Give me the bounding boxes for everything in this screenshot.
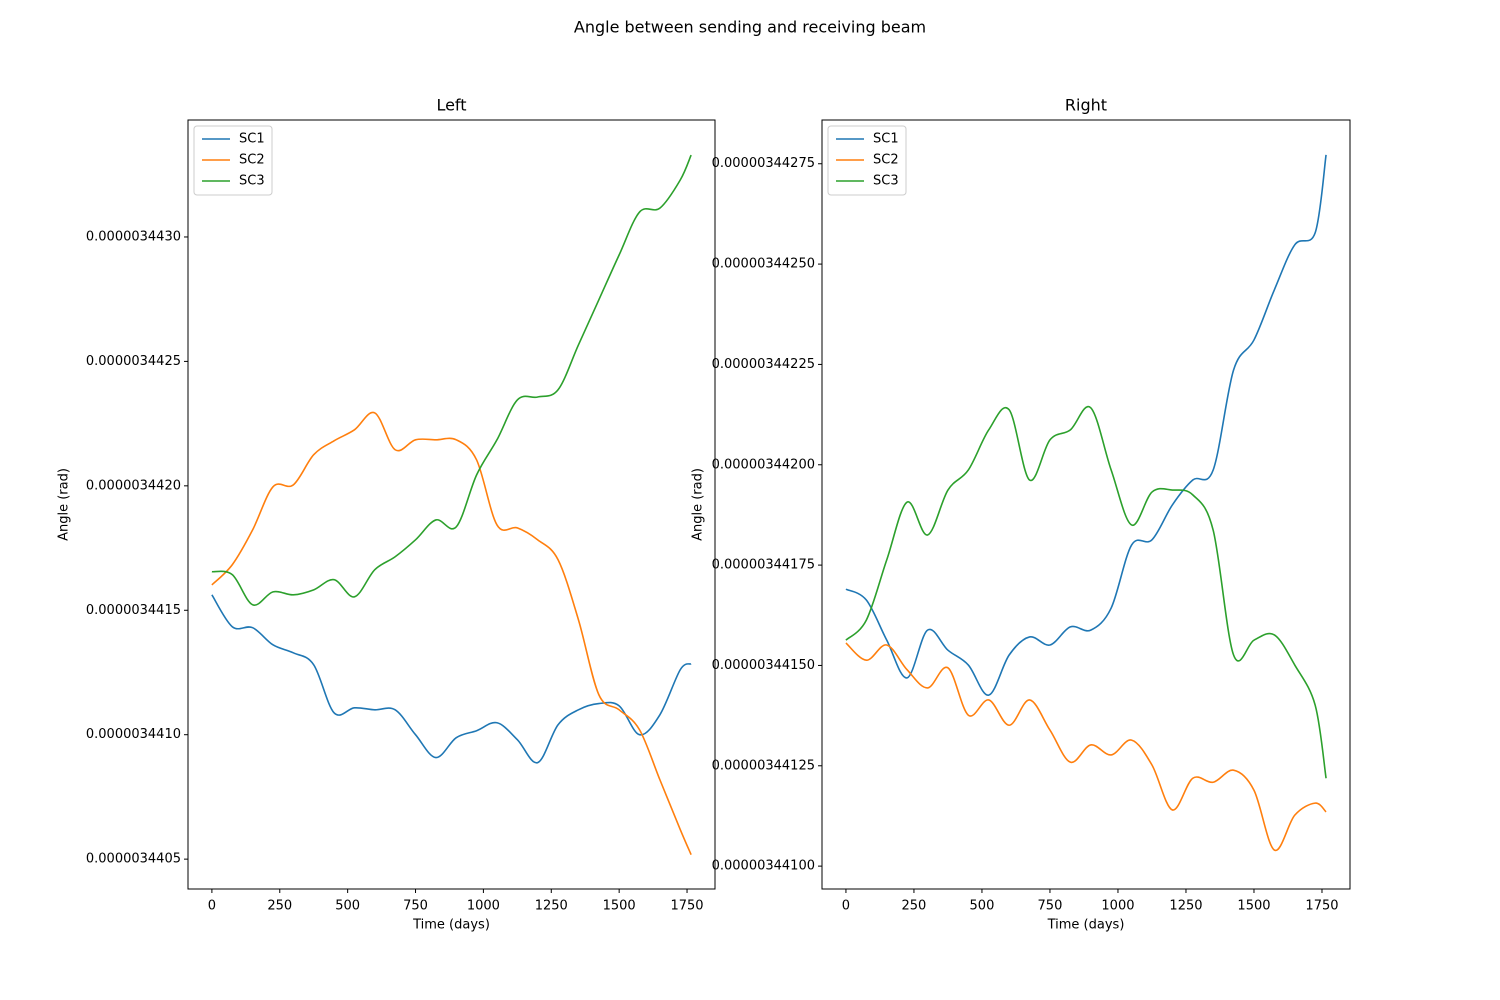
y-tick-label: 0.0000034430 <box>86 229 181 244</box>
x-tick-label: 1000 <box>467 899 500 914</box>
y-tick-label: 0.0000034415 <box>86 603 181 618</box>
x-axis-label: Time (days) <box>1047 918 1125 933</box>
series-line <box>845 642 1327 851</box>
legend-label: SC2 <box>873 153 899 168</box>
x-tick-label: 750 <box>403 899 428 914</box>
axes-title: Right <box>1065 96 1107 115</box>
legend-box <box>827 125 907 196</box>
y-axis-label: Angle (rad) <box>691 468 706 541</box>
x-tick-label: 1000 <box>1101 899 1134 914</box>
x-tick-label: 1250 <box>1169 899 1202 914</box>
axes-frame <box>821 119 1351 890</box>
y-tick-label: 0.0000034410 <box>86 727 181 742</box>
x-tick-label: 1750 <box>1305 899 1338 914</box>
legend-label: SC3 <box>239 174 265 189</box>
x-tick-label: 1500 <box>1237 899 1270 914</box>
x-tick-label: 0 <box>842 899 850 914</box>
series-line <box>211 594 692 764</box>
legend-label: SC2 <box>239 153 265 168</box>
series-line <box>211 411 692 855</box>
x-tick-label: 1750 <box>670 899 703 914</box>
x-tick-label: 750 <box>1038 899 1063 914</box>
series-line <box>845 405 1327 779</box>
legend-label: SC1 <box>239 132 265 147</box>
y-tick-label: 0.00000344175 <box>712 558 815 573</box>
series-line <box>211 154 692 606</box>
x-tick-label: 1250 <box>535 899 568 914</box>
y-tick-label: 0.0000034420 <box>86 478 181 493</box>
legend-label: SC3 <box>873 174 899 189</box>
axes-title: Left <box>436 96 466 115</box>
x-tick-label: 1500 <box>603 899 636 914</box>
y-tick-label: 0.00000344275 <box>712 156 815 171</box>
x-tick-label: 250 <box>267 899 292 914</box>
y-tick-label: 0.00000344200 <box>712 457 815 472</box>
x-tick-label: 500 <box>970 899 995 914</box>
figure-title: Angle between sending and receiving beam <box>574 18 926 37</box>
series-line <box>845 154 1327 696</box>
axes-frame <box>187 119 716 890</box>
y-tick-label: 0.00000344225 <box>712 357 815 372</box>
y-tick-label: 0.00000344100 <box>712 859 815 874</box>
y-tick-label: 0.0000034405 <box>86 852 181 867</box>
legend-label: SC1 <box>873 132 899 147</box>
x-tick-label: 500 <box>335 899 360 914</box>
y-axis-label: Angle (rad) <box>57 468 72 541</box>
y-tick-label: 0.00000344150 <box>712 658 815 673</box>
y-tick-label: 0.00000344125 <box>712 758 815 773</box>
x-tick-label: 250 <box>902 899 927 914</box>
y-tick-label: 0.00000344250 <box>712 257 815 272</box>
y-tick-label: 0.0000034425 <box>86 354 181 369</box>
x-tick-label: 0 <box>208 899 216 914</box>
legend-box <box>193 125 273 196</box>
x-axis-label: Time (days) <box>412 918 490 933</box>
